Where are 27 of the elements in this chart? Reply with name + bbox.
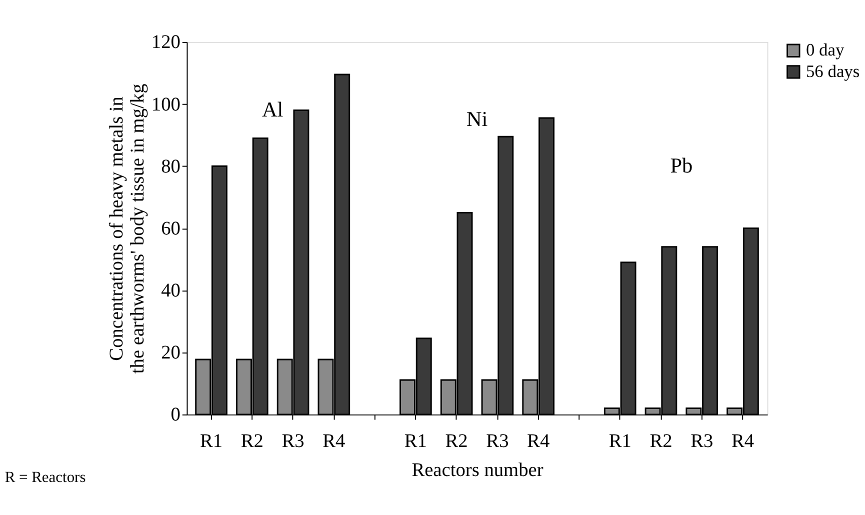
x-tick-label: R4 — [322, 430, 346, 452]
x-tick-label: R1 — [608, 430, 632, 452]
y-tick-label: 80 — [161, 156, 180, 178]
y-tick-label: 100 — [151, 94, 180, 116]
x-tick-label: R1 — [404, 430, 427, 452]
x-tick-label: R3 — [282, 430, 304, 452]
x-tick-label: R4 — [527, 430, 550, 452]
y-tick-label: 40 — [161, 280, 180, 302]
legend-label: 56 days — [806, 60, 860, 81]
y-tick-label: 120 — [151, 32, 180, 54]
y-tick-label: 20 — [161, 342, 180, 364]
text: R = Reactors — [4, 469, 86, 486]
y-tick-label: 60 — [161, 218, 180, 240]
x-tick-label: R2 — [445, 430, 468, 452]
annotation: Pb — [670, 154, 693, 178]
x-tick-label: R2 — [240, 430, 264, 452]
x-tick-label: R4 — [731, 430, 754, 452]
legend-label: 0 day — [806, 39, 844, 60]
x-tick-label: R1 — [200, 430, 223, 452]
y-axis-title: Concentrations of heavy metals in the earthworms' body tissue in mg/kg — [106, 83, 149, 374]
annotation: Ni — [466, 107, 488, 132]
y-tick-label: 0 — [170, 404, 180, 426]
x-tick-label: R3 — [486, 430, 509, 452]
annotation: Al — [262, 97, 284, 122]
x-axis-title: Reactors number — [412, 460, 544, 481]
x-tick-label: R3 — [690, 430, 714, 452]
x-tick-label: R2 — [650, 430, 672, 452]
